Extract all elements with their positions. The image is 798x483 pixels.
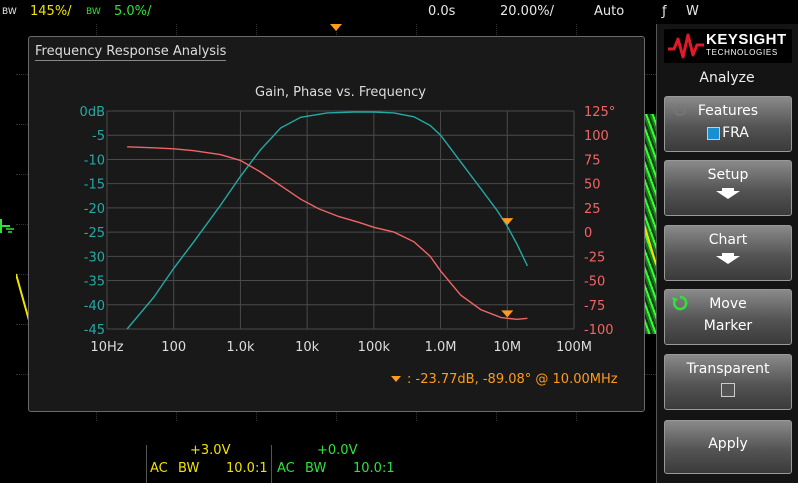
- x-tick-label: 10k: [295, 340, 320, 355]
- y-left-tick-label: -25: [84, 226, 105, 241]
- features-button[interactable]: Features FRA: [664, 96, 792, 152]
- menu-title: Analyze: [699, 70, 755, 86]
- y-left-tick-label: -30: [84, 250, 105, 265]
- fra-chart[interactable]: Gain, Phase vs. Frequency 0dB 125° -5 100 -10…: [29, 37, 644, 411]
- transparent-label: Transparent: [686, 361, 770, 377]
- ch1-probe: 10.0:1: [226, 461, 268, 476]
- x-tick-label: 100k: [358, 340, 391, 355]
- divider: [146, 445, 147, 483]
- trigger-source[interactable]: W: [686, 4, 699, 19]
- checkbox-checked-icon: [707, 126, 721, 140]
- submenu-arrow-icon: [722, 188, 734, 192]
- trigger-mode[interactable]: Auto: [594, 4, 625, 19]
- ch2-scale[interactable]: 5.0%/: [114, 4, 152, 19]
- ground-marker-icon[interactable]: [0, 216, 16, 236]
- y-left-tick-label: -20: [84, 202, 105, 217]
- y-left-tick-label: -15: [84, 178, 105, 193]
- y-right-tick-label: 25: [584, 202, 601, 217]
- x-tick-label: 1.0M: [425, 340, 457, 355]
- checkbox-unchecked-icon: [721, 383, 735, 397]
- keysight-logo: KEYSIGHT TECHNOLOGIES: [664, 29, 792, 63]
- x-tick-label: 1.0k: [226, 340, 255, 355]
- apply-label: Apply: [708, 436, 748, 452]
- apply-button[interactable]: Apply: [664, 420, 792, 474]
- transparent-checkbox[interactable]: [665, 383, 791, 401]
- ch2-bw-tag: BW: [86, 7, 101, 17]
- ch1-info[interactable]: +3.0V AC BW 10.0:1: [150, 443, 268, 483]
- chart-button[interactable]: Chart: [664, 225, 792, 281]
- time-reference[interactable]: 0.0s: [428, 4, 456, 19]
- ch2-info[interactable]: +0.0V AC BW 10.0:1: [277, 443, 395, 483]
- y-right-tick-label: 100: [584, 129, 609, 144]
- trigger-position-icon[interactable]: [330, 24, 342, 32]
- marker-readout-icon: [391, 376, 401, 382]
- brand-name: KEYSIGHT: [706, 31, 787, 48]
- phase-trace: [127, 146, 528, 321]
- phase-marker-icon: [501, 310, 514, 318]
- rotate-knob-icon: [672, 295, 688, 311]
- ch1-bw-tag: BW: [2, 7, 17, 17]
- fra-option: FRA: [665, 125, 791, 141]
- y-right-tick-label: 75: [584, 153, 601, 168]
- transparent-button[interactable]: Transparent: [664, 354, 792, 410]
- ch2-offset: +0.0V: [317, 443, 358, 458]
- x-tick-label: 100: [161, 340, 186, 355]
- setup-label: Setup: [707, 167, 749, 183]
- marker-readout: : -23.77dB, -89.08° @ 10.00MHz: [407, 372, 618, 387]
- dialog-title: Frequency Response Analysis: [35, 44, 227, 61]
- ch1-scale[interactable]: 145%/: [30, 4, 72, 19]
- y-right-tick-label: 50: [584, 178, 601, 193]
- y-right-tick-label: -75: [584, 299, 605, 314]
- gain-marker-icon: [501, 218, 514, 226]
- gain-trace: [126, 111, 529, 330]
- y-right-tick-label: -50: [584, 275, 605, 290]
- chart-label: Chart: [708, 232, 748, 248]
- channel-info-bar: +3.0V AC BW 10.0:1 +0.0V AC BW 10.0:1: [0, 421, 656, 483]
- chart-title: Gain, Phase vs. Frequency: [255, 85, 426, 100]
- ch1-coupling: AC: [150, 461, 168, 476]
- y-left-tick-label: 0dB: [80, 105, 105, 120]
- y-right-tick-label: 0: [584, 226, 592, 241]
- ch2-probe: 10.0:1: [353, 461, 395, 476]
- x-tick-label: 10M: [493, 340, 521, 355]
- fra-dialog[interactable]: Frequency Response Analysis Gain, Phase …: [28, 36, 645, 412]
- ch2-bw: BW: [305, 461, 327, 476]
- status-bar: BW 145%/ BW 5.0%/ 0.0s 20.00%/ Auto ƒ W: [0, 0, 798, 24]
- x-tick-label: 100M: [556, 340, 592, 355]
- ch1-offset: +3.0V: [190, 443, 231, 458]
- divider: [271, 445, 272, 483]
- brand-sub: TECHNOLOGIES: [706, 48, 778, 57]
- submenu-arrow-icon: [722, 253, 734, 257]
- rising-edge-icon: ƒ: [662, 4, 667, 19]
- ch1-waveform: [16, 223, 656, 325]
- keysight-wave-icon: [668, 33, 704, 59]
- y-right-tick-label: -25: [584, 250, 605, 265]
- knob-icon: [674, 104, 686, 116]
- x-tick-label: 10Hz: [90, 340, 123, 355]
- time-scale[interactable]: 20.00%/: [500, 4, 554, 19]
- setup-button[interactable]: Setup: [664, 160, 792, 216]
- y-left-tick-label: -45: [84, 323, 105, 338]
- chevron-down-icon: [716, 256, 740, 264]
- features-label: Features: [697, 103, 759, 119]
- y-left-tick-label: -5: [92, 129, 105, 144]
- fra-label: FRA: [722, 125, 749, 141]
- move-marker-button[interactable]: Move Marker: [664, 289, 792, 345]
- ch1-bw: BW: [178, 461, 200, 476]
- y-left-tick-label: -10: [84, 153, 105, 168]
- y-right-tick-label: 125°: [584, 105, 615, 120]
- chevron-down-icon: [716, 191, 740, 199]
- y-left-tick-label: -35: [84, 275, 105, 290]
- marker-label: Marker: [703, 318, 753, 334]
- move-label: Move: [709, 296, 747, 312]
- y-right-tick-label: -100: [584, 323, 614, 338]
- y-left-tick-label: -40: [84, 299, 105, 314]
- ch2-coupling: AC: [277, 461, 295, 476]
